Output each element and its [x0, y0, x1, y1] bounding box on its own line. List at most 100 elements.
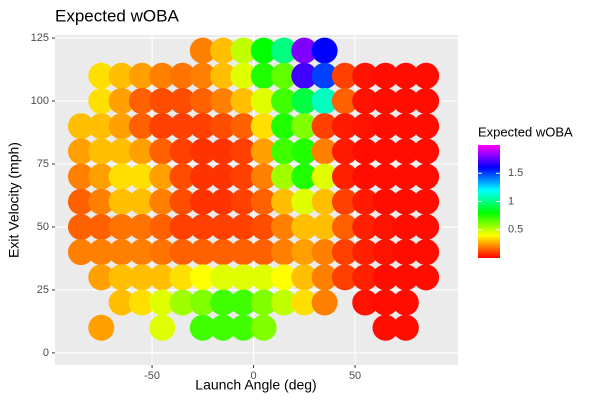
point: [291, 213, 318, 240]
point: [250, 88, 277, 114]
point: [230, 264, 257, 291]
point: [311, 37, 338, 64]
point: [169, 188, 196, 215]
point: [88, 213, 115, 240]
y-axis-title: Exit Velocity (mph): [6, 142, 22, 258]
point: [392, 264, 419, 291]
point: [372, 264, 399, 291]
point: [149, 314, 176, 341]
point: [210, 163, 237, 190]
point: [352, 62, 379, 89]
chart-title: Expected wOBA: [55, 6, 179, 25]
point: [392, 88, 419, 114]
point: [230, 314, 257, 341]
point: [149, 239, 176, 266]
point: [169, 88, 196, 114]
point: [392, 188, 419, 215]
point: [88, 113, 115, 140]
point: [250, 37, 277, 64]
color-bar: [478, 145, 500, 258]
point: [108, 289, 135, 316]
point: [210, 113, 237, 140]
point: [169, 113, 196, 140]
color-tick-label: 1: [508, 195, 514, 207]
y-tick-label: 0: [43, 347, 49, 359]
point: [392, 289, 419, 316]
point: [372, 62, 399, 89]
point: [392, 314, 419, 341]
point: [291, 37, 318, 64]
point: [352, 138, 379, 165]
point: [372, 289, 399, 316]
point: [413, 88, 440, 114]
point: [189, 163, 216, 190]
y-tick-label: 75: [37, 158, 49, 170]
point: [291, 163, 318, 190]
point: [331, 113, 358, 140]
point: [311, 239, 338, 266]
point: [169, 213, 196, 240]
point: [169, 289, 196, 316]
point: [210, 37, 237, 64]
point: [271, 213, 298, 240]
point: [331, 163, 358, 190]
x-axis-title: Launch Angle (deg): [195, 377, 316, 393]
point: [149, 188, 176, 215]
point: [169, 239, 196, 266]
point: [271, 239, 298, 266]
point: [108, 264, 135, 291]
point: [291, 264, 318, 291]
point: [331, 62, 358, 89]
point: [392, 62, 419, 89]
legend: 0.5 1 1.5: [478, 145, 523, 258]
point: [331, 88, 358, 114]
point: [311, 138, 338, 165]
point: [108, 213, 135, 240]
point: [210, 138, 237, 165]
point: [372, 213, 399, 240]
point: [413, 239, 440, 266]
point: [413, 213, 440, 240]
point: [128, 113, 155, 140]
point: [413, 62, 440, 89]
point: [67, 239, 94, 266]
point: [311, 264, 338, 291]
point: [250, 264, 277, 291]
point: [392, 239, 419, 266]
point: [189, 113, 216, 140]
point: [291, 239, 318, 266]
point: [128, 213, 155, 240]
point: [67, 138, 94, 165]
point: [271, 37, 298, 64]
point: [311, 88, 338, 114]
point: [372, 113, 399, 140]
point: [331, 264, 358, 291]
point: [88, 264, 115, 291]
point: [149, 289, 176, 316]
point: [189, 239, 216, 266]
point: [352, 163, 379, 190]
point: [169, 264, 196, 291]
x-tick-label: -50: [144, 370, 160, 382]
point: [169, 62, 196, 89]
point: [189, 138, 216, 165]
point: [108, 163, 135, 190]
point: [413, 113, 440, 140]
y-tick-label: 25: [37, 284, 49, 296]
point: [413, 138, 440, 165]
point: [271, 188, 298, 215]
point: [271, 62, 298, 89]
point: [352, 188, 379, 215]
point: [210, 188, 237, 215]
point: [372, 239, 399, 266]
y-tick-label: 50: [37, 221, 49, 233]
point: [230, 188, 257, 215]
point: [149, 138, 176, 165]
point: [311, 163, 338, 190]
point: [189, 62, 216, 89]
point: [230, 138, 257, 165]
point: [291, 138, 318, 165]
point: [271, 163, 298, 190]
x-tick-label: 0: [250, 370, 256, 382]
